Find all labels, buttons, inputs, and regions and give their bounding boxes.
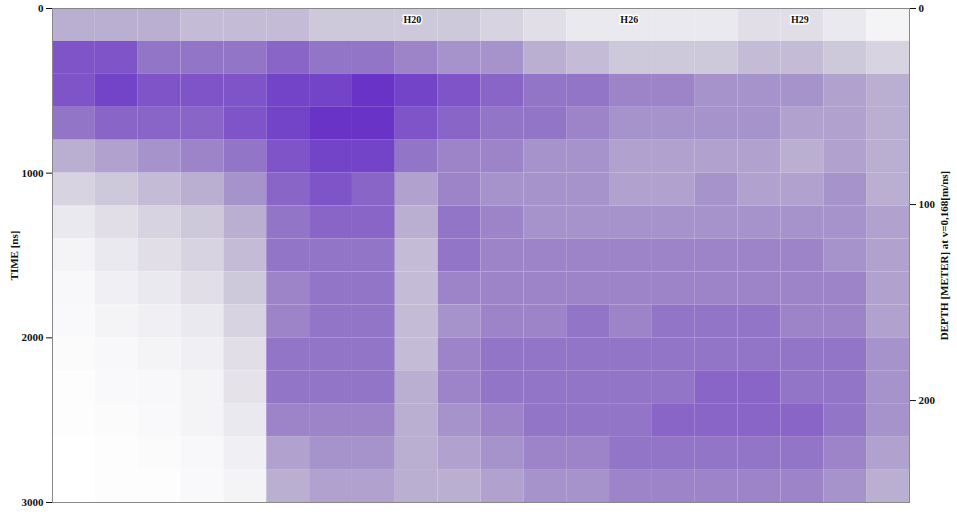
svg-text:DEPTH [METER] at v=0,168[m/ns]: DEPTH [METER] at v=0,168[m/ns] bbox=[938, 171, 950, 340]
svg-text:TIME [ns]: TIME [ns] bbox=[8, 231, 20, 281]
svg-text:3000: 3000 bbox=[22, 496, 45, 508]
svg-text:2000: 2000 bbox=[22, 331, 45, 343]
svg-text:0: 0 bbox=[38, 2, 44, 14]
svg-text:1000: 1000 bbox=[22, 167, 45, 179]
svg-text:100: 100 bbox=[919, 198, 936, 210]
svg-text:H26: H26 bbox=[620, 14, 638, 25]
svg-text:H29: H29 bbox=[791, 14, 809, 25]
svg-text:H20: H20 bbox=[404, 14, 422, 25]
svg-text:200: 200 bbox=[919, 394, 936, 406]
svg-text:0: 0 bbox=[919, 2, 925, 14]
